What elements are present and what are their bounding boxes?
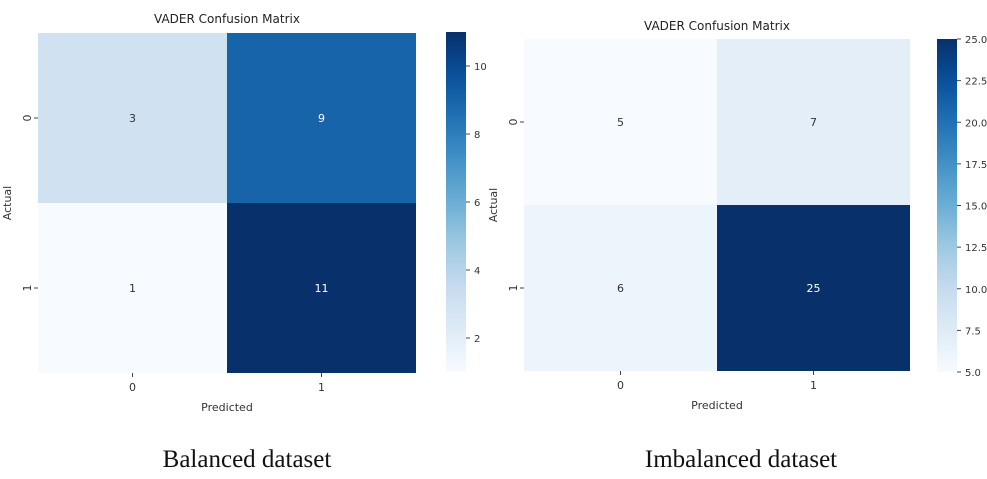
- right-chart-panel: VADER Confusion Matrix 5 7 6 25 0 1 Predicted 0 1…: [487, 0, 987, 479]
- colorbar-tick-label: 7.5: [965, 326, 981, 337]
- colorbar-tick-label: 4: [474, 266, 480, 277]
- cell-value-label: 5: [617, 116, 624, 129]
- heatmap-cell: [717, 205, 910, 371]
- cell-value-label: 1: [129, 282, 136, 295]
- colorbar-tick-label: 8: [474, 130, 480, 141]
- cell-value-label: 7: [810, 116, 817, 129]
- x-tick-label: 0: [129, 381, 136, 394]
- x-axis-label: Predicted: [691, 399, 743, 412]
- colorbar: [446, 32, 466, 372]
- y-tick-label: 1: [507, 285, 520, 292]
- colorbar-tick-label: 10.0: [965, 285, 987, 296]
- colorbar: [937, 39, 957, 372]
- cell-value-label: 25: [807, 282, 821, 295]
- colorbar-tick-label: 2: [474, 334, 480, 345]
- left-chart-panel: VADER Confusion Matrix 3 9 1 11 0 1 Predicted 0 1…: [1, 12, 487, 473]
- colorbar-tick-label: 17.5: [965, 160, 987, 171]
- heatmap-cell: [38, 203, 227, 373]
- colorbar-tick-label: 20.0: [965, 118, 987, 129]
- chart-title: VADER Confusion Matrix: [644, 19, 790, 33]
- y-tick-label: 0: [21, 115, 34, 122]
- y-tick-label: 1: [21, 285, 34, 292]
- colorbar-tick-label: 10: [474, 62, 487, 73]
- y-tick-label: 0: [507, 119, 520, 126]
- x-tick-label: 1: [810, 379, 817, 392]
- chart-title: VADER Confusion Matrix: [154, 12, 300, 26]
- cell-value-label: 3: [129, 112, 136, 125]
- colorbar-tick-label: 12.5: [965, 243, 987, 254]
- heatmap-cell: [38, 33, 227, 203]
- heatmap-cell: [524, 39, 717, 205]
- heatmap-cell: [717, 39, 910, 205]
- right-caption: Imbalanced dataset: [644, 446, 838, 473]
- colorbar-tick-label: 6: [474, 198, 480, 209]
- left-caption: Balanced dataset: [162, 446, 332, 473]
- heatmap-cell: [524, 205, 717, 371]
- y-axis-label: Actual: [1, 186, 14, 220]
- x-tick-label: 1: [318, 381, 325, 394]
- heatmap-cell: [227, 203, 416, 373]
- cell-value-label: 11: [315, 282, 329, 295]
- colorbar-tick-label: 5.0: [965, 368, 981, 379]
- cell-value-label: 6: [617, 282, 624, 295]
- x-axis-label: Predicted: [201, 401, 253, 414]
- right-confusion-matrix-chart: VADER Confusion Matrix 5 7 6 25 0 1 Predicted 0 1…: [487, 19, 987, 412]
- cell-value-label: 9: [318, 112, 325, 125]
- y-axis-label: Actual: [487, 188, 500, 222]
- x-tick-label: 0: [617, 379, 624, 392]
- colorbar-tick-label: 25.0: [965, 35, 987, 46]
- colorbar-tick-label: 22.5: [965, 77, 987, 88]
- heatmap-cell: [227, 33, 416, 203]
- colorbar-tick-label: 15.0: [965, 202, 987, 213]
